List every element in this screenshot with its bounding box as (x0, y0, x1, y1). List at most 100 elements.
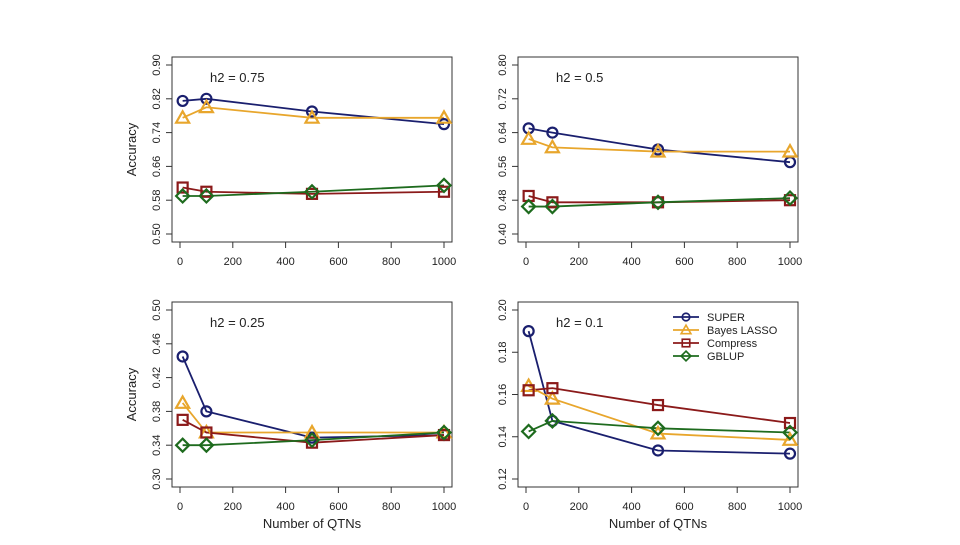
series-line-bayes-lasso (528, 138, 790, 153)
panel-3: 0 200 400 600 800 1000 0.30 0.34 0.38 0.42 0.46 0.5… (124, 299, 456, 531)
point-gblup (781, 424, 799, 441)
panel-title: h2 = 0.5 (556, 70, 603, 85)
legend-marker-group (679, 323, 693, 335)
point-bayes-lasso (544, 390, 561, 405)
series-line-compress (528, 195, 791, 204)
series-line-bayes-lasso (528, 385, 791, 441)
point-bayes-lasso (174, 109, 192, 124)
y-tick-label: 0.50 (151, 223, 163, 244)
series-line-gblup (182, 431, 445, 447)
panel-4: 0 200 400 600 800 1000 0.12 0.14 0.16 0.18 0.20 Num… (497, 299, 802, 531)
x-tick-label: 400 (276, 501, 294, 513)
legend-marker-gblup (679, 349, 693, 363)
x-tick-label: 200 (570, 256, 588, 268)
legend-label: GBLUP (707, 351, 744, 363)
point-gblup (544, 412, 561, 429)
y-tick-label: 0.38 (151, 401, 163, 422)
y-tick-label: 0.30 (151, 468, 163, 489)
point-super (200, 405, 213, 418)
point-bayes-lasso (435, 109, 453, 124)
point-super (176, 94, 189, 108)
x-tick-label: 1000 (432, 501, 456, 513)
series-line-gblup (528, 197, 791, 208)
y-tick-label: 0.72 (497, 88, 509, 109)
point-gblup (435, 177, 453, 194)
legend-marker-group (679, 349, 693, 363)
series-line-bayes-lasso (182, 106, 444, 119)
y-tick-label: 0.14 (497, 426, 509, 447)
series-line-gblup (528, 419, 791, 434)
x-tick-label: 600 (675, 501, 693, 513)
point-bayes-lasso (303, 109, 321, 124)
y-tick-label: 0.42 (151, 367, 163, 388)
point-super (546, 126, 559, 139)
y-tick-label: 0.34 (151, 434, 163, 455)
point-bayes-lasso (649, 142, 667, 158)
series-line-super (527, 330, 791, 455)
y-axis-label: Accuracy (124, 367, 139, 421)
plot-frame (171, 56, 453, 243)
legend-marker-compress (681, 338, 691, 348)
point-bayes-lasso (198, 98, 215, 114)
point-compress (651, 398, 665, 412)
point-bayes-lasso (174, 394, 192, 409)
x-tick-label: 800 (728, 256, 746, 268)
x-tick-label: 200 (570, 501, 588, 513)
series-line-compress (182, 419, 445, 444)
legend-label: SUPER (707, 312, 745, 324)
point-bayes-lasso (435, 423, 453, 439)
x-axis-label: Number of QTNs (263, 516, 362, 531)
panel-title: h2 = 0.75 (210, 70, 265, 85)
y-tick-label: 0.74 (151, 122, 163, 143)
point-super (783, 447, 797, 460)
y-tick-label: 0.46 (151, 333, 163, 354)
point-super (651, 444, 665, 457)
point-super (176, 350, 189, 363)
panel-2: 0 200 400 600 800 1000 0.40 0.48 0.56 0.64 0.72 0.8… (497, 54, 802, 268)
panel-title: h2 = 0.25 (210, 315, 265, 330)
point-gblup (520, 423, 537, 440)
series-line-compress (182, 186, 445, 195)
point-compress (546, 196, 559, 209)
x-tick-label: 800 (382, 501, 400, 513)
legend-label: Bayes LASSO (707, 325, 778, 337)
y-tick-label: 0.58 (151, 189, 163, 210)
panel-title: h2 = 0.1 (556, 315, 603, 330)
y-tick-label: 0.90 (151, 54, 163, 75)
x-tick-label: 400 (622, 256, 640, 268)
x-tick-label: 200 (224, 501, 242, 513)
point-gblup (303, 183, 321, 200)
y-tick-label: 0.80 (497, 54, 509, 75)
point-compress (200, 185, 213, 198)
series-line-super (181, 356, 445, 439)
x-tick-label: 600 (675, 256, 693, 268)
y-tick-label: 0.48 (497, 189, 509, 210)
y-tick-label: 0.16 (497, 384, 509, 405)
y-tick-label: 0.66 (151, 156, 163, 177)
x-tick-label: 1000 (778, 501, 802, 513)
point-gblup (435, 424, 453, 441)
point-super (437, 118, 451, 131)
point-compress (783, 416, 797, 430)
x-tick-label: 800 (728, 501, 746, 513)
plot-frame (171, 301, 453, 488)
y-tick-label: 0.56 (497, 156, 509, 177)
point-compress (437, 185, 451, 198)
point-gblup (520, 198, 537, 215)
plot-frame (517, 56, 799, 243)
legend-marker-group (681, 338, 691, 348)
x-tick-label: 600 (329, 501, 347, 513)
point-super (522, 325, 535, 338)
legend-marker-super (681, 312, 691, 322)
point-compress (546, 382, 559, 395)
x-tick-label: 200 (224, 256, 242, 268)
panel-1: 0 200 400 600 800 1000 0.50 0.58 0.66 0.74 0.82 0.9… (124, 54, 456, 268)
point-compress (176, 413, 189, 426)
series-line-gblup (182, 184, 445, 197)
point-bayes-lasso (781, 431, 799, 446)
point-gblup (649, 420, 667, 437)
legend-marker-bayes-lasso (679, 323, 693, 335)
series-line-bayes-lasso (181, 402, 444, 434)
